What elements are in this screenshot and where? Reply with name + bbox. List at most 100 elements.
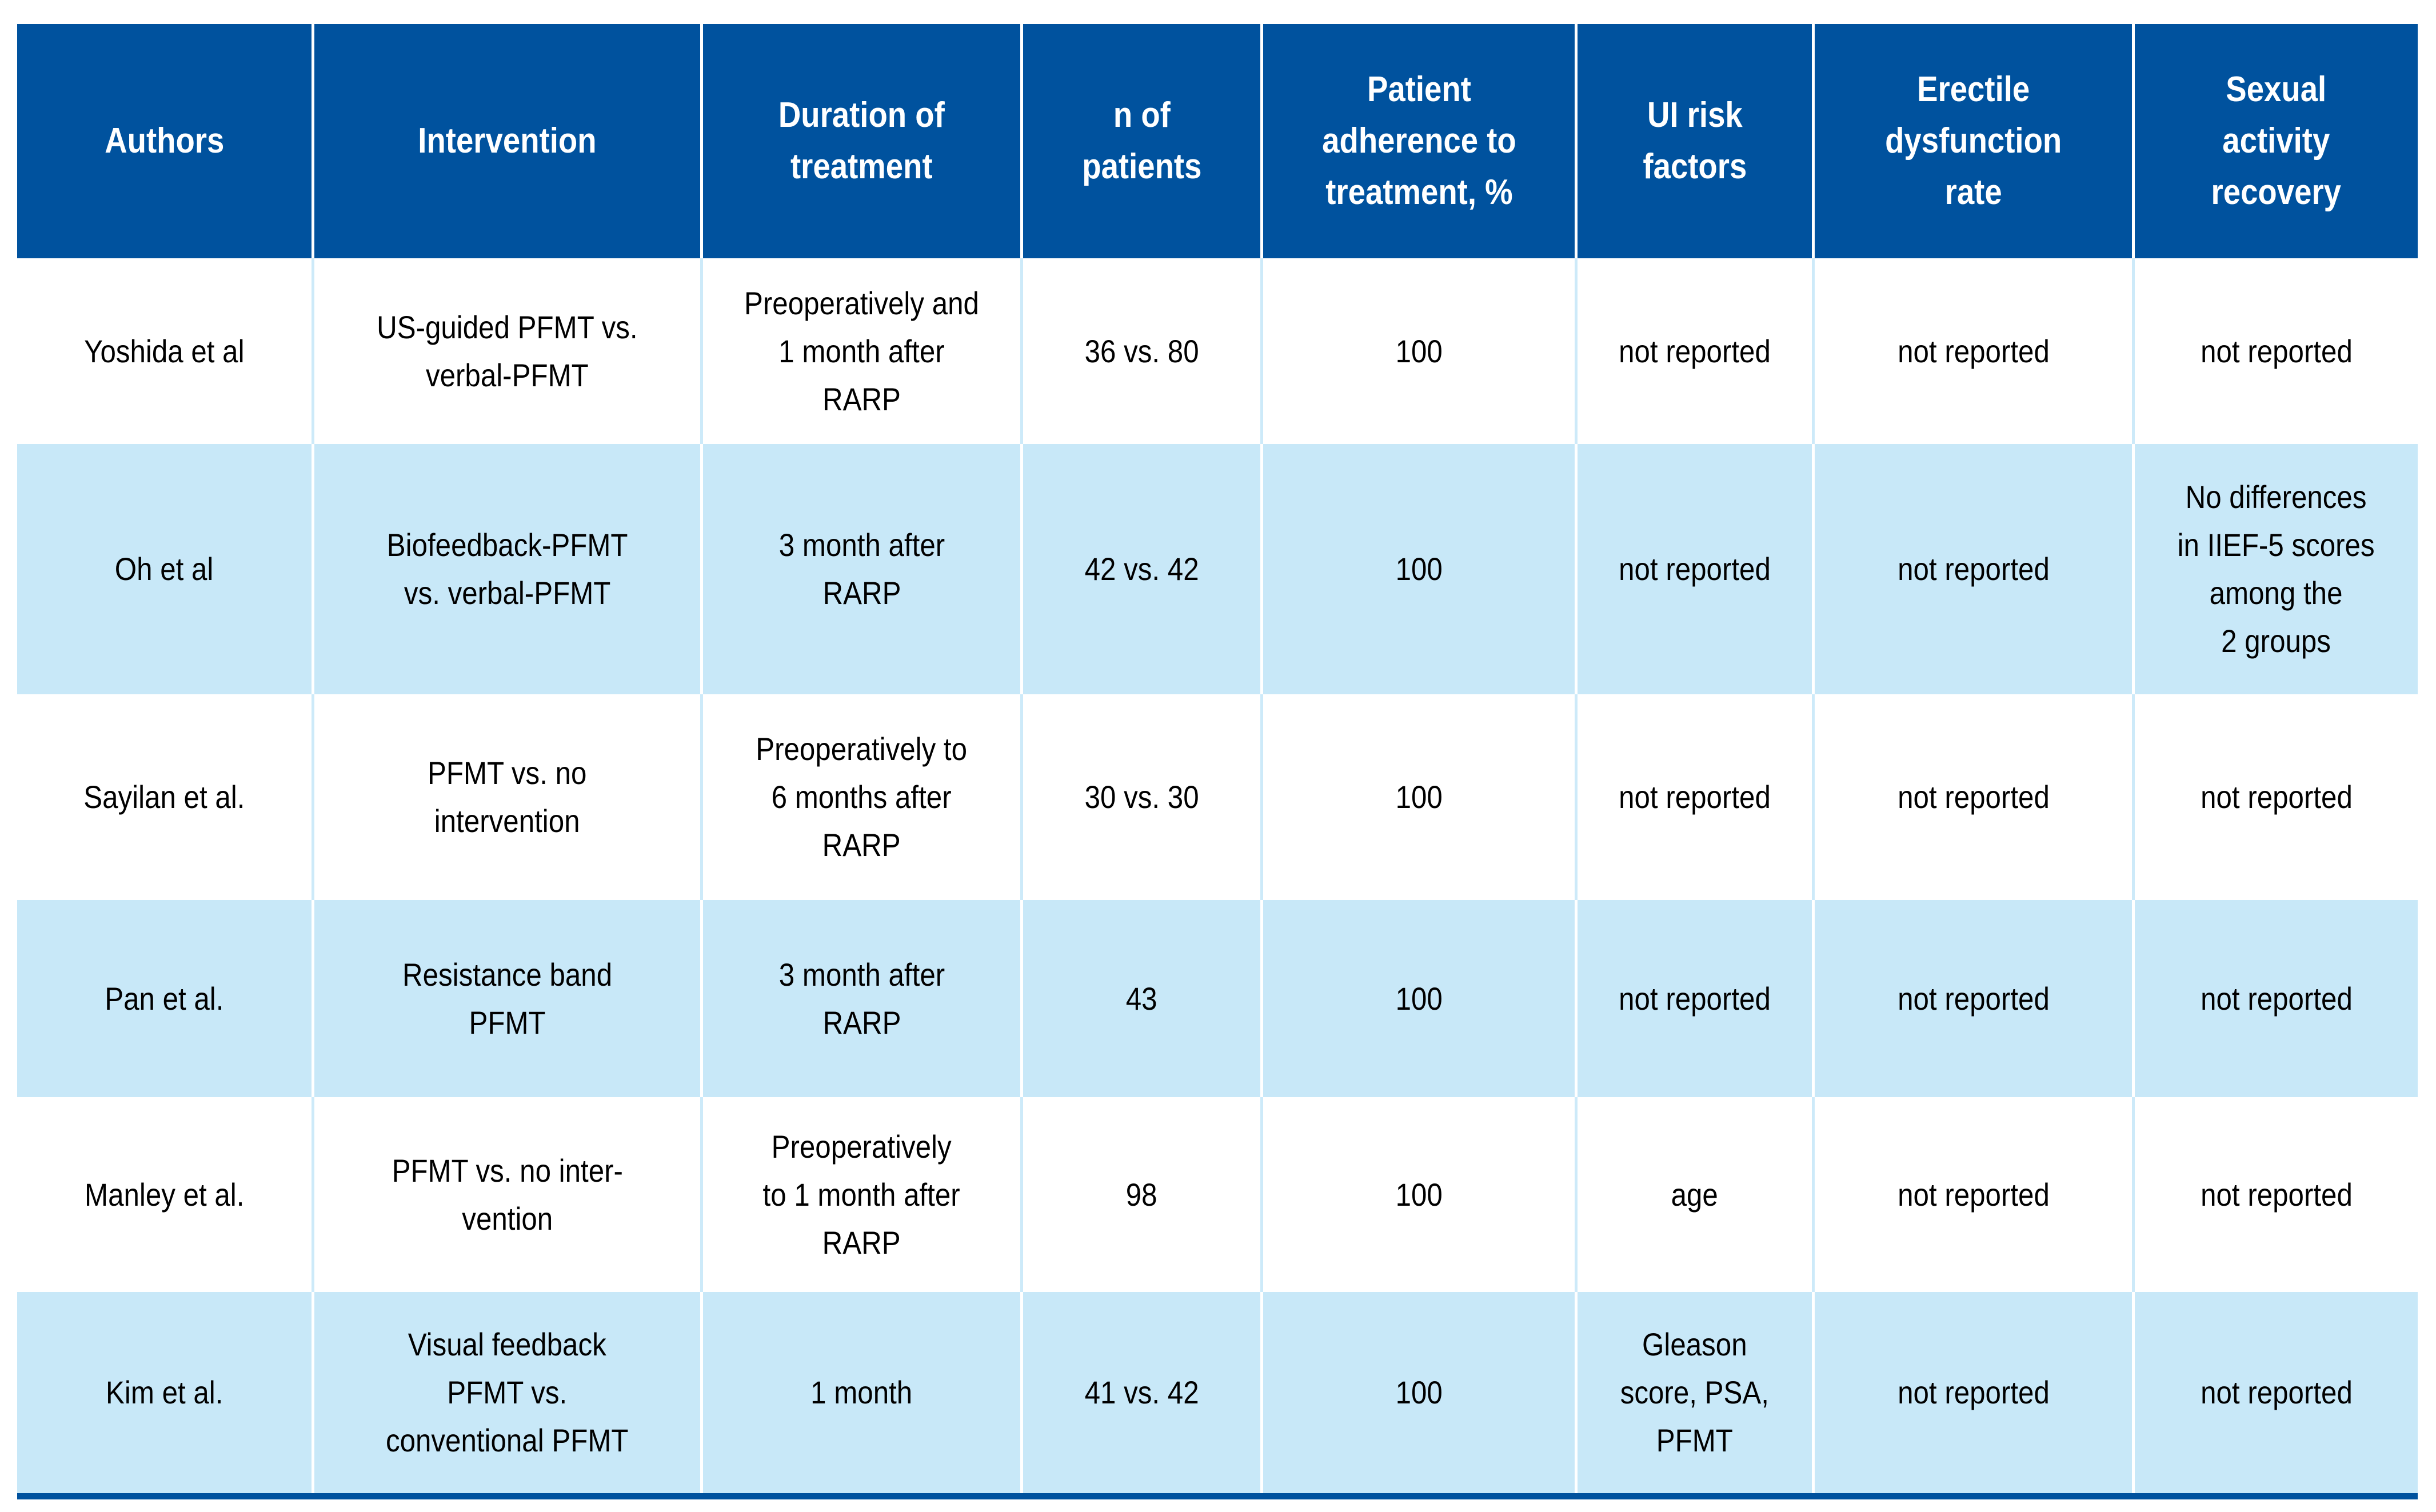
header-label: n of patients: [1081, 95, 1202, 186]
table-cell: not reported: [2135, 694, 2418, 900]
table-cell: 30 vs. 30: [1023, 694, 1263, 900]
header-cell-n-patients: n of patients: [1023, 24, 1263, 258]
table-cell: 3 month after RARP: [703, 900, 1023, 1097]
table-cell: 98: [1023, 1097, 1263, 1292]
header-label: Authors: [104, 121, 225, 161]
table-cell: Preoperatively and 1 month after RARP: [703, 258, 1023, 444]
cell-text: 1 month: [810, 1374, 913, 1410]
cell-text: PFMT vs. no inter- vention: [392, 1152, 623, 1237]
table-cell: not reported: [1815, 444, 2135, 694]
table-cell: 42 vs. 42: [1023, 444, 1263, 694]
table-cell: not reported: [1815, 1097, 2135, 1292]
table-cell: not reported: [1578, 694, 1815, 900]
table-row-pan: Pan et al. Resistance band PFMT 3 month …: [17, 900, 2418, 1097]
cell-text: not reported: [1897, 980, 2050, 1017]
table-row-yoshida: Yoshida et al US-guided PFMT vs. verbal-…: [17, 258, 2418, 444]
cell-text: No differences in IIEF-5 scores among th…: [2177, 479, 2375, 659]
cell-text: 100: [1395, 333, 1443, 369]
cell-text: US-guided PFMT vs. verbal-PFMT: [377, 309, 638, 393]
header-cell-sexual-activity: Sexual activity recovery: [2135, 24, 2418, 258]
cell-text: 100: [1395, 779, 1443, 815]
cell-text: not reported: [1897, 779, 2050, 815]
cell-text: not reported: [1619, 333, 1771, 369]
cell-text: age: [1671, 1176, 1719, 1213]
cell-text: not reported: [2200, 1374, 2353, 1410]
header-label: Intervention: [418, 121, 597, 161]
cell-text: 100: [1395, 980, 1443, 1017]
header-label: Duration of treatment: [778, 95, 945, 186]
cell-text: Manley et al.: [84, 1176, 245, 1213]
table-cell: 36 vs. 80: [1023, 258, 1263, 444]
table-cell: age: [1578, 1097, 1815, 1292]
cell-text: Gleason score, PSA, PFMT: [1620, 1326, 1770, 1458]
header-cell-intervention: Intervention: [314, 24, 703, 258]
cell-text: 98: [1126, 1176, 1157, 1213]
table-cell: not reported: [1578, 258, 1815, 444]
table-cell: Yoshida et al: [17, 258, 314, 444]
table-cell: PFMT vs. no intervention: [314, 694, 703, 900]
header-cell-adherence: Patient adherence to treatment, %: [1263, 24, 1578, 258]
table-cell: Visual feedback PFMT vs. conventional PF…: [314, 1292, 703, 1493]
cell-text: not reported: [2200, 333, 2353, 369]
table-cell: Preoperatively to 1 month after RARP: [703, 1097, 1023, 1292]
header-label: Sexual activity recovery: [2211, 70, 2342, 212]
table-cell: not reported: [2135, 258, 2418, 444]
table-cell: 100: [1263, 1292, 1578, 1493]
header-label: UI risk factors: [1643, 95, 1747, 186]
table-cell: No differences in IIEF-5 scores among th…: [2135, 444, 2418, 694]
table-cell: not reported: [1578, 444, 1815, 694]
table-cell: 3 month after RARP: [703, 444, 1023, 694]
table-cell: 41 vs. 42: [1023, 1292, 1263, 1493]
cell-text: Yoshida et al: [84, 333, 245, 369]
cell-text: not reported: [2200, 980, 2353, 1017]
cell-text: 42 vs. 42: [1084, 551, 1199, 587]
table-cell: US-guided PFMT vs. verbal-PFMT: [314, 258, 703, 444]
table-cell: 1 month: [703, 1292, 1023, 1493]
table-cell: 100: [1263, 1097, 1578, 1292]
cell-text: Oh et al: [115, 551, 214, 587]
cell-text: Sayilan et al.: [83, 779, 245, 815]
table-cell: not reported: [2135, 1292, 2418, 1493]
table-cell: not reported: [1815, 1292, 2135, 1493]
header-label: Erectile dysfunction rate: [1884, 70, 2062, 212]
table-bottom-rule: [17, 1493, 2418, 1499]
table-cell: Biofeedback-PFMT vs. verbal-PFMT: [314, 444, 703, 694]
cell-text: 30 vs. 30: [1084, 779, 1199, 815]
cell-text: PFMT vs. no intervention: [428, 755, 587, 839]
table-cell: Sayilan et al.: [17, 694, 314, 900]
table-cell: not reported: [2135, 1097, 2418, 1292]
table-row-kim: Kim et al. Visual feedback PFMT vs. conv…: [17, 1292, 2418, 1493]
header-cell-authors: Authors: [17, 24, 314, 258]
table-cell: Gleason score, PSA, PFMT: [1578, 1292, 1815, 1493]
cell-text: not reported: [1897, 1374, 2050, 1410]
cell-text: not reported: [1619, 779, 1771, 815]
table-cell: not reported: [1578, 900, 1815, 1097]
cell-text: 3 month after RARP: [778, 956, 945, 1041]
cell-text: not reported: [1897, 1176, 2050, 1213]
cell-text: Preoperatively to 6 months after RARP: [756, 731, 968, 863]
cell-text: Pan et al.: [105, 980, 224, 1017]
table-cell: 100: [1263, 444, 1578, 694]
cell-text: 100: [1395, 551, 1443, 587]
table-cell: 100: [1263, 900, 1578, 1097]
studies-comparison-table: Authors Intervention Duration of treatme…: [17, 24, 2418, 1499]
cell-text: not reported: [2200, 1176, 2353, 1213]
table-cell: not reported: [1815, 900, 2135, 1097]
table-cell: Pan et al.: [17, 900, 314, 1097]
table-row-oh: Oh et al Biofeedback-PFMT vs. verbal-PFM…: [17, 444, 2418, 694]
cell-text: Preoperatively and 1 month after RARP: [744, 285, 979, 417]
cell-text: Biofeedback-PFMT vs. verbal-PFMT: [386, 527, 628, 611]
table-cell: not reported: [1815, 258, 2135, 444]
table-cell: Resistance band PFMT: [314, 900, 703, 1097]
header-cell-ui-risk: UI risk factors: [1578, 24, 1815, 258]
cell-text: not reported: [1619, 980, 1771, 1017]
cell-text: 3 month after RARP: [778, 527, 945, 611]
cell-text: 36 vs. 80: [1084, 333, 1199, 369]
cell-text: 100: [1395, 1374, 1443, 1410]
table-header-row: Authors Intervention Duration of treatme…: [17, 24, 2418, 258]
header-cell-duration: Duration of treatment: [703, 24, 1023, 258]
table-row-manley: Manley et al. PFMT vs. no inter- vention…: [17, 1097, 2418, 1292]
cell-text: not reported: [2200, 779, 2353, 815]
table-cell: not reported: [2135, 900, 2418, 1097]
cell-text: 41 vs. 42: [1084, 1374, 1199, 1410]
